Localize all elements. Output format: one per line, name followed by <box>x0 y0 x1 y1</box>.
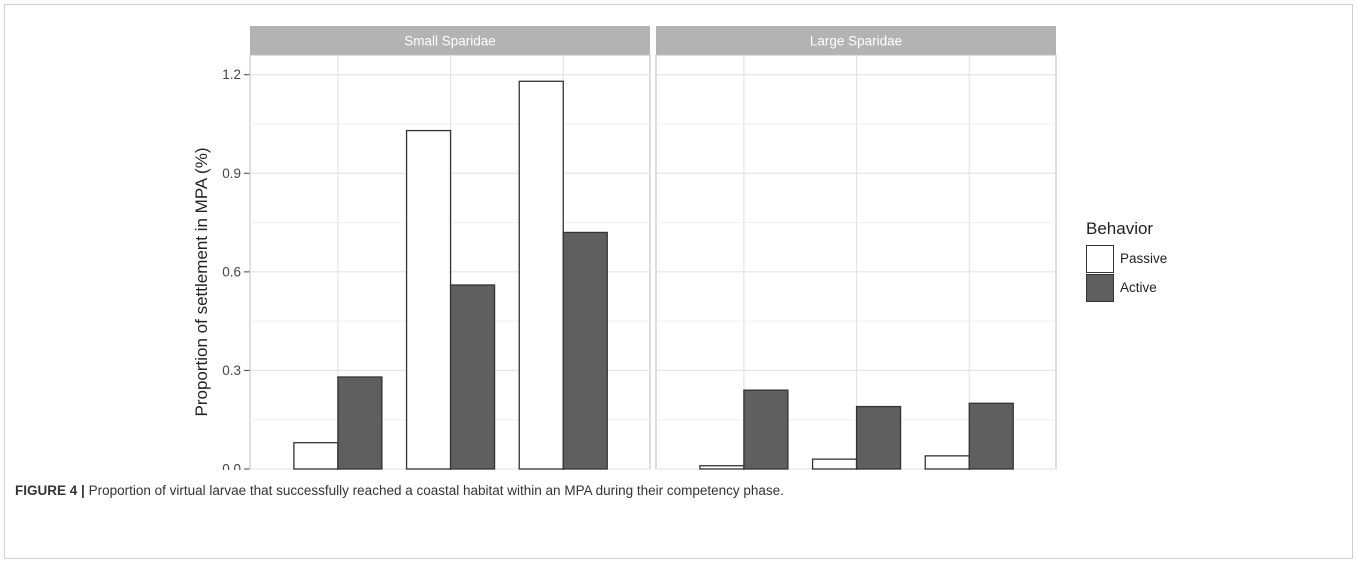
bar-active <box>449 284 496 470</box>
legend-title: Behavior <box>1086 219 1154 238</box>
figure-frame <box>4 4 1353 559</box>
bar-active <box>855 405 902 470</box>
y-tick-label: 1.2 <box>222 67 241 82</box>
legend-item-active: Active <box>1086 273 1167 302</box>
bar-active <box>562 231 608 470</box>
legend-label-active: Active <box>1120 280 1157 295</box>
faceted-bar-chart: Proportion of settlement in MPA (%) 0.0 0.… <box>192 26 1057 471</box>
y-tick-label: 0.6 <box>222 264 241 279</box>
caption-label: FIGURE 4 | <box>15 483 85 498</box>
bar-passive <box>699 465 745 470</box>
y-tick-label: 0.0 <box>222 462 241 471</box>
bar-passive <box>924 455 970 470</box>
bar-passive <box>811 458 858 470</box>
facet-strip <box>250 26 650 55</box>
bar-passive <box>405 129 452 470</box>
facet-strip <box>656 26 1056 55</box>
y-axis-title: Proportion of settlement in MPA (%) <box>192 148 211 417</box>
figure-caption: FIGURE 4 | Proportion of virtual larvae … <box>15 483 784 498</box>
legend-label-passive: Passive <box>1120 251 1168 266</box>
y-tick-label: 0.9 <box>222 166 241 181</box>
facet-strip-title: Large Sparidae <box>810 34 902 49</box>
bar-active <box>968 402 1014 470</box>
legend-swatch-passive <box>1086 244 1114 273</box>
bar-passive <box>293 442 339 470</box>
bar-active <box>743 389 789 470</box>
legend-item-passive: Passive <box>1086 244 1167 273</box>
frame-bottom-border <box>4 558 1353 559</box>
legend-swatch-active <box>1086 273 1114 302</box>
bar-active <box>337 376 383 470</box>
bar-passive <box>518 80 564 470</box>
facet-strip-title: Small Sparidae <box>404 34 496 49</box>
caption-text: Proportion of virtual larvae that succes… <box>88 483 784 498</box>
legend: Behavior Passive Active <box>1086 219 1167 302</box>
y-tick-label: 0.3 <box>222 363 241 378</box>
